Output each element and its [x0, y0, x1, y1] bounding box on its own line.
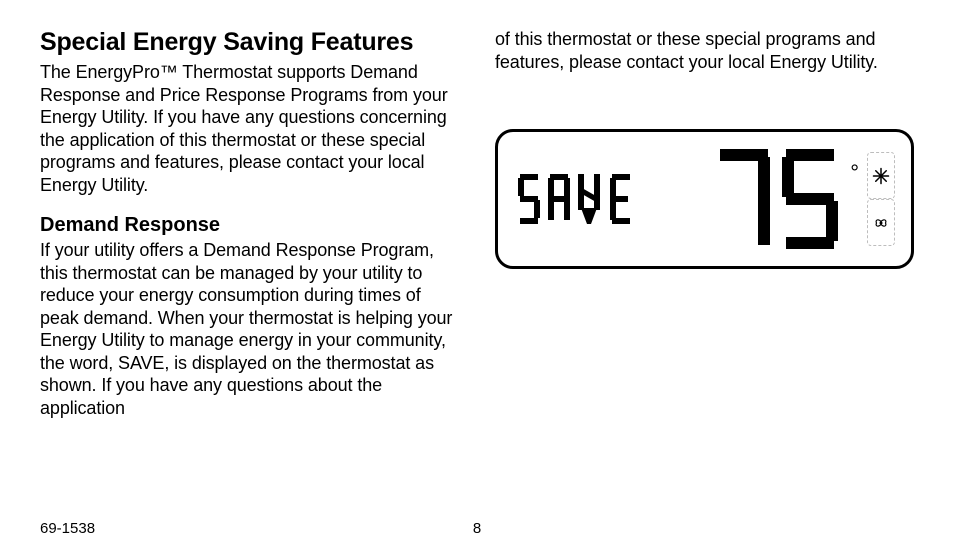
- document-page: Special Energy Saving Features The Energ…: [0, 0, 954, 557]
- lcd-mode-icons: [867, 146, 895, 252]
- page-number: 8: [40, 520, 914, 537]
- lcd-save-label: [518, 174, 668, 224]
- page-title: Special Energy Saving Features: [40, 28, 459, 57]
- two-column-layout: Special Energy Saving Features The Energ…: [40, 28, 914, 498]
- intro-paragraph: The EnergyPro™ Thermostat supports Deman…: [40, 61, 459, 196]
- right-column: of this thermostat or these special prog…: [495, 28, 914, 498]
- section-heading-demand-response: Demand Response: [40, 214, 459, 237]
- thermostat-lcd-display: °: [495, 129, 914, 269]
- continuation-paragraph: of this thermostat or these special prog…: [495, 28, 914, 73]
- left-column: Special Energy Saving Features The Energ…: [40, 28, 459, 498]
- snowflake-icon: [867, 152, 895, 199]
- lcd-temperature-value: [716, 149, 846, 249]
- demand-response-paragraph: If your utility offers a Demand Response…: [40, 239, 459, 419]
- lcd-degree-symbol: °: [850, 160, 859, 186]
- fan-icon: [867, 199, 895, 246]
- page-footer: 69-1538 8: [40, 520, 914, 537]
